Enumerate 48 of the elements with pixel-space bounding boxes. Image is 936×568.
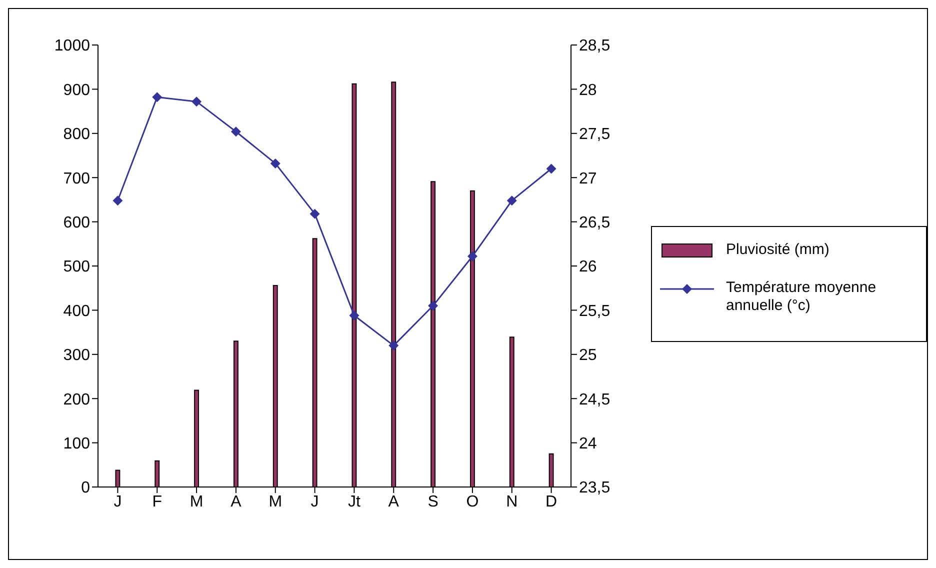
y-tick-label: 600	[63, 214, 90, 232]
point	[152, 92, 162, 102]
y2-tick-label: 25	[579, 347, 597, 364]
x-tick-label: J	[114, 493, 122, 510]
y-tick-label: 300	[63, 347, 90, 364]
y2-tick-label: 28	[579, 82, 597, 99]
y2-tick-label: 23,5	[579, 480, 610, 497]
y-tick-label: 0	[81, 480, 90, 497]
y2-tick-label: 24,5	[579, 391, 610, 408]
x-tick-label: D	[546, 493, 558, 510]
y-tick-label: 1000	[54, 38, 90, 55]
x-tick-label: S	[428, 493, 438, 510]
y-tick-label: 500	[63, 258, 90, 276]
x-tick-label: A	[388, 493, 400, 510]
y-tick-label: 400	[63, 302, 90, 320]
y-tick-label: 200	[63, 391, 90, 408]
x-tick-label: O	[466, 493, 479, 510]
y2-tick-label: 27,5	[579, 126, 610, 144]
point	[270, 158, 280, 168]
y-tick-label: 100	[63, 435, 90, 452]
y2-tick-label: 25,5	[579, 302, 610, 320]
x-tick-label: N	[506, 493, 518, 510]
legend-label: Pluviosité (mm)	[726, 241, 830, 259]
y2-tick-label: 26	[579, 258, 597, 276]
point	[467, 251, 478, 262]
point	[349, 310, 360, 321]
point	[310, 208, 320, 219]
y2-tick-label: 28,5	[579, 38, 610, 55]
point	[230, 126, 241, 137]
point	[388, 340, 399, 351]
point	[546, 164, 556, 174]
y2-tick-label: 24	[579, 435, 597, 452]
legend-label: Température moyenne annuelle (°c)	[726, 279, 878, 315]
x-tick-label: M	[190, 493, 204, 510]
y2-tick-label: 26,5	[579, 214, 610, 232]
point	[112, 196, 123, 206]
x-tick-label: A	[230, 493, 242, 510]
point	[192, 96, 202, 107]
x-tick-label: J	[310, 493, 319, 510]
x-tick-label: Jt	[348, 493, 361, 510]
point	[506, 196, 517, 206]
y-tick-label: 900	[63, 82, 90, 99]
y-tick-label: 800	[63, 126, 90, 144]
point	[428, 300, 438, 311]
x-tick-label: F	[152, 493, 162, 510]
y-tick-label: 700	[63, 170, 90, 188]
y2-tick-label: 27	[579, 170, 597, 188]
x-tick-label: M	[268, 493, 282, 510]
